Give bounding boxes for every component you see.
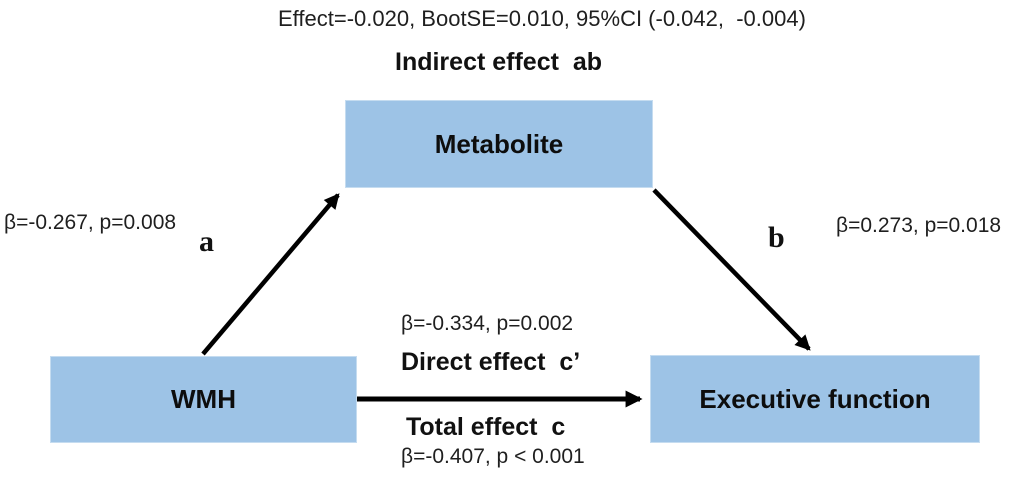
path-a-arrow: [201, 193, 340, 356]
path-b-stats: β=0.273, p=0.018: [836, 214, 1002, 237]
direct-effect-stats: β=-0.334, p=0.002: [401, 312, 574, 335]
outcome-label: Executive function: [699, 383, 931, 414]
direct-effect-label: Direct effect c’: [401, 348, 581, 376]
total-effect-label: Total effect c: [406, 413, 566, 441]
predictor-label: WMH: [171, 384, 236, 414]
indirect-effect-label: Indirect effect ab: [395, 48, 602, 76]
path-b-letter: b: [768, 221, 785, 254]
mediator-box: Metabolite: [345, 100, 653, 188]
indirect-effect-stats: Effect=-0.020, BootSE=0.010, 95%CI (-0.0…: [278, 6, 806, 31]
path-b-arrow: [652, 188, 811, 351]
mediator-label: Metabolite: [434, 128, 564, 159]
path-a-stats: β=-0.267, p=0.008: [4, 211, 177, 234]
outcome-box: Executive function: [650, 355, 980, 443]
path-a-letter: a: [199, 225, 214, 258]
predictor-box: WMH: [50, 356, 357, 443]
total-effect-stats: β=-0.407, p < 0.001: [401, 445, 585, 468]
